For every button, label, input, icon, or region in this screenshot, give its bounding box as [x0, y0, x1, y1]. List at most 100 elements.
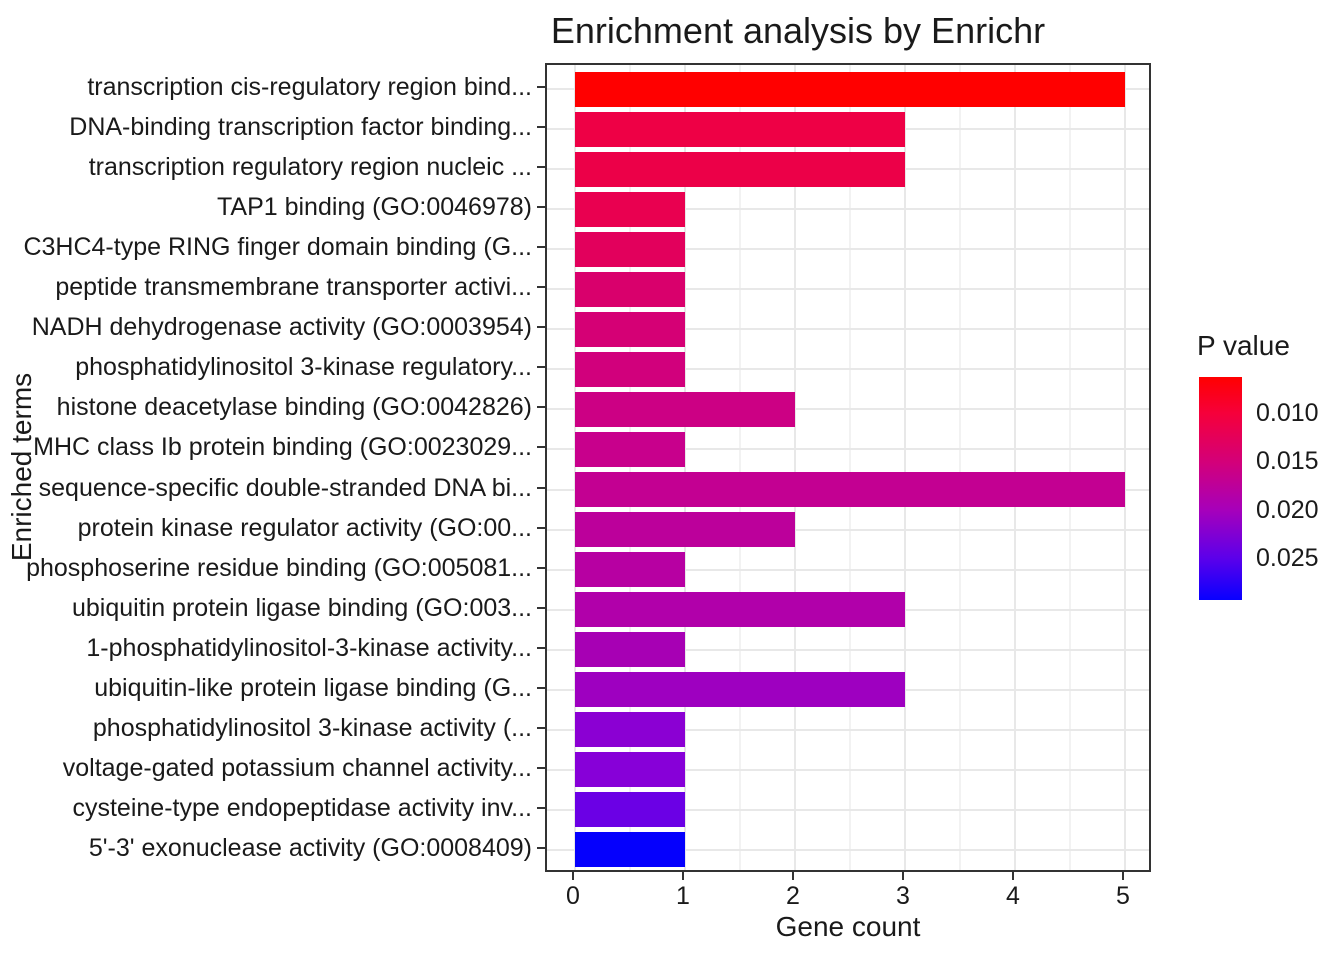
bar: [575, 792, 685, 828]
gridline-major-vertical: [684, 65, 686, 870]
y-axis-tick-mark: [537, 646, 545, 649]
y-axis-tick-mark: [537, 286, 545, 289]
bar: [575, 391, 795, 427]
y-axis-label: transcription regulatory region nucleic …: [88, 153, 532, 182]
legend-tick-label: 0.010: [1256, 398, 1319, 427]
gridline-minor-vertical: [629, 65, 631, 870]
gridline-major-horizontal: [547, 848, 1149, 851]
bar: [575, 752, 685, 788]
x-axis-tick-label: 0: [566, 882, 580, 910]
gridline-minor-vertical: [739, 65, 741, 870]
x-axis-tick-label: 5: [1116, 882, 1130, 910]
y-axis-tick-mark: [537, 246, 545, 249]
bar: [575, 472, 1125, 507]
y-axis-tick-mark: [537, 806, 545, 809]
gridline-major-vertical: [904, 65, 906, 870]
bar: [575, 351, 685, 387]
legend-title: P value: [1197, 330, 1290, 361]
y-axis-tick-mark: [537, 766, 545, 769]
y-axis-label: phosphoserine residue binding (GO:005081…: [26, 553, 532, 582]
bar: [575, 431, 685, 467]
y-axis-label: 1-phosphatidylinositol-3-kinase activity…: [86, 633, 532, 662]
gridline-major-horizontal: [547, 528, 1149, 531]
bar: [575, 712, 685, 748]
x-axis-tick-label: 4: [1006, 882, 1020, 910]
bar: [575, 632, 685, 668]
gridline-minor-vertical: [959, 65, 961, 870]
y-axis-label: protein kinase regulator activity (GO:00…: [77, 513, 532, 542]
y-axis-tick-mark: [537, 686, 545, 689]
y-axis-tick-mark: [537, 526, 545, 529]
bar: [575, 191, 685, 227]
y-axis-label: DNA-binding transcription factor binding…: [69, 113, 532, 142]
legend-tick-label: 0.025: [1256, 544, 1319, 573]
y-axis-label: MHC class Ib protein binding (GO:0023029…: [33, 433, 532, 462]
y-axis-tick-mark: [537, 126, 545, 129]
y-axis-tick-mark: [537, 486, 545, 489]
legend-gradient-bar: [1199, 377, 1242, 600]
gridline-major-horizontal: [547, 208, 1149, 211]
y-axis-tick-mark: [537, 86, 545, 88]
bar: [575, 552, 685, 588]
y-axis-label: peptide transmembrane transporter activi…: [55, 273, 532, 302]
legend-tick-label: 0.020: [1256, 495, 1319, 524]
bar: [575, 71, 1125, 107]
gridline-major-horizontal: [547, 568, 1149, 571]
bar: [575, 271, 685, 307]
x-axis-title: Gene count: [775, 911, 921, 942]
y-axis-label: ubiquitin-like protein ligase binding (G…: [94, 673, 532, 702]
gridline-major-horizontal: [547, 648, 1149, 651]
y-axis-label: NADH dehydrogenase activity (GO:0003954): [31, 313, 532, 342]
bar: [575, 592, 905, 628]
y-axis-label: voltage-gated potassium channel activity…: [62, 753, 532, 782]
gridline-minor-vertical: [849, 65, 851, 870]
x-axis-tick-mark: [682, 872, 684, 880]
y-axis-tick-mark: [537, 366, 545, 369]
chart-title: Enrichment analysis by Enrichr: [550, 10, 1046, 51]
y-axis-label: ubiquitin protein ligase binding (GO:003…: [71, 593, 532, 622]
y-axis-label: phosphatidylinositol 3-kinase regulatory…: [75, 353, 532, 382]
x-axis-tick-label: 2: [786, 882, 800, 910]
x-axis-tick-mark: [902, 872, 904, 880]
gridline-major-horizontal: [547, 768, 1149, 771]
gridline-major-horizontal: [547, 328, 1149, 331]
y-axis-tick-mark: [537, 566, 545, 569]
y-axis-label: TAP1 binding (GO:0046978): [216, 193, 532, 222]
y-axis-tick-mark: [537, 206, 545, 209]
bar: [575, 151, 905, 187]
x-axis-tick-mark: [572, 872, 574, 880]
x-axis-tick-mark: [1122, 872, 1124, 880]
y-axis-label: 5'-3' exonuclease activity (GO:0008409): [88, 833, 532, 862]
x-axis-tick-mark: [1012, 872, 1014, 880]
gridline-major-vertical: [1124, 65, 1126, 870]
y-axis-tick-mark: [537, 406, 545, 409]
y-axis-tick-mark: [537, 166, 545, 169]
gridline-major-vertical: [574, 65, 576, 870]
y-axis-label: phosphatidylinositol 3-kinase activity (…: [92, 713, 532, 742]
gridline-major-vertical: [794, 65, 796, 870]
gridline-major-horizontal: [547, 368, 1149, 371]
y-axis-title: Enriched terms: [6, 372, 37, 562]
gridline-major-horizontal: [547, 288, 1149, 291]
bar: [575, 231, 685, 267]
plot-panel: [545, 63, 1151, 872]
y-axis-label: cysteine-type endopeptidase activity inv…: [72, 793, 532, 822]
y-axis-tick-mark: [537, 606, 545, 609]
gridline-major-horizontal: [547, 408, 1149, 411]
gridline-minor-vertical: [1069, 65, 1071, 870]
y-axis-label: transcription cis-regulatory region bind…: [87, 73, 532, 101]
x-axis-tick-label: 1: [676, 882, 690, 910]
gridline-major-horizontal: [547, 448, 1149, 451]
gridline-major-vertical: [1014, 65, 1016, 870]
x-axis-tick-label: 3: [896, 882, 910, 910]
legend-tick-label: 0.015: [1256, 447, 1319, 476]
bar: [575, 111, 905, 147]
y-axis-tick-mark: [537, 446, 545, 449]
gridline-major-horizontal: [547, 248, 1149, 251]
y-axis-tick-mark: [537, 726, 545, 729]
bar: [575, 832, 685, 868]
y-axis-label: histone deacetylase binding (GO:0042826): [56, 393, 532, 422]
y-axis-tick-mark: [537, 326, 545, 329]
bar: [575, 311, 685, 347]
